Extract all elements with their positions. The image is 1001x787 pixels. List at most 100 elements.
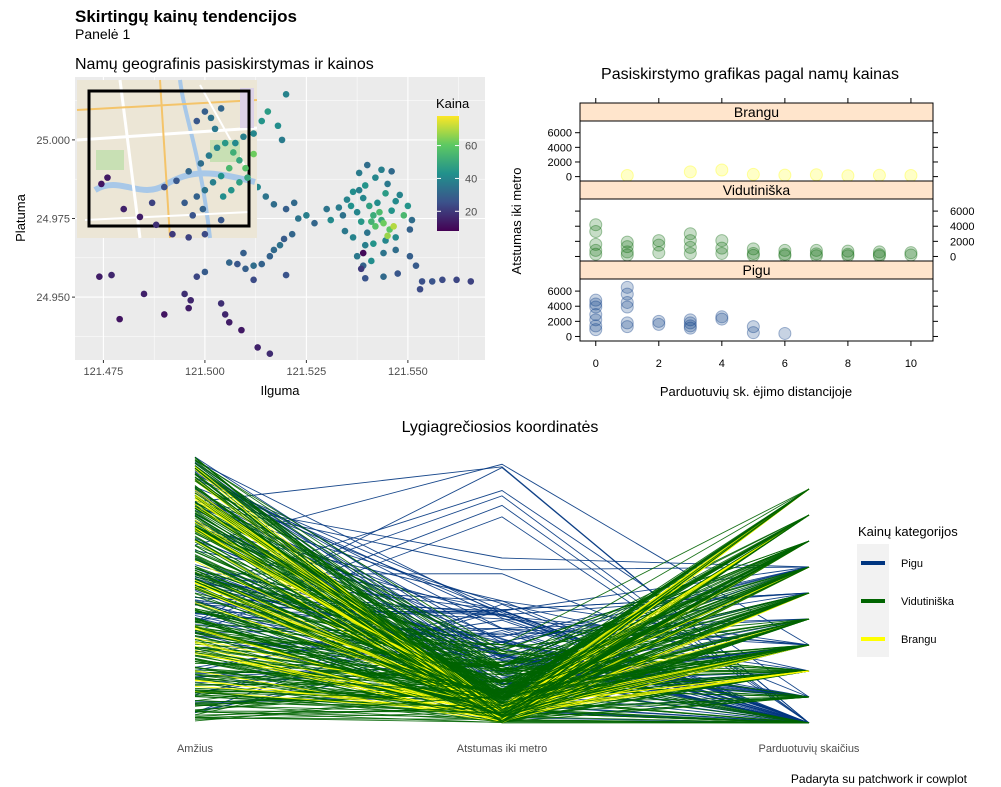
map-point [392, 197, 399, 205]
parallel-line [194, 551, 810, 686]
map-point [181, 199, 188, 207]
parallel-axis-label: Atstumas iki metro [457, 743, 547, 755]
map-point [388, 207, 395, 214]
y-tick-label: 24.975 [36, 214, 70, 226]
map-point [221, 311, 229, 318]
facet-point [620, 280, 634, 294]
map-point [276, 241, 284, 249]
facet-point [683, 234, 697, 248]
map-point [242, 164, 249, 172]
map-point [282, 90, 290, 98]
page-subtitle: Panelė 1 [75, 26, 131, 42]
facet-point [841, 247, 855, 261]
map-chart-y-ticks: 24.950 24.975 25.000 [36, 135, 75, 304]
facet-y-tick-label: 4000 [950, 221, 974, 233]
map-point [193, 117, 201, 125]
map-point [372, 223, 379, 230]
facet-x-tick-label: 6 [782, 358, 788, 370]
facet-point [809, 247, 823, 261]
map-point [349, 188, 357, 196]
parallel-line [194, 644, 810, 694]
figure-caption: Padaryta su patchwork ir cowplot [790, 772, 967, 786]
legend-item-label: Vidutiniška [901, 596, 955, 608]
facet-point [683, 165, 697, 179]
map-point [380, 219, 387, 227]
facet-point [589, 225, 603, 239]
map-point [209, 179, 217, 186]
facet-point [904, 246, 918, 260]
map-point [418, 278, 426, 285]
facet-point [872, 249, 886, 263]
map-point [366, 202, 373, 210]
map-point [361, 182, 369, 189]
facet-point [778, 247, 792, 261]
map-point [392, 234, 399, 241]
map-point [355, 186, 363, 194]
map-point [173, 177, 180, 185]
facet-point [589, 247, 603, 261]
facet-point [652, 234, 666, 248]
facet-y-tick-label: 2000 [548, 316, 572, 328]
map-point [408, 216, 416, 224]
facet-point [841, 169, 855, 183]
map-point [266, 252, 274, 260]
facet-strip-label: Brangu [734, 104, 779, 120]
facet-point [746, 242, 760, 256]
colorbar-tick-label: 40 [465, 173, 477, 185]
map-point [392, 246, 399, 254]
facet-point [589, 218, 603, 232]
map-point [189, 212, 197, 219]
map-point [250, 150, 257, 158]
parallel-line [194, 478, 810, 709]
facet-y-tick-label: 2000 [548, 157, 572, 169]
map-point [201, 186, 209, 194]
map-point [353, 252, 361, 260]
facet-point [589, 243, 603, 257]
map-chart-y-label: Platuma [13, 193, 28, 241]
facet-point [620, 169, 634, 183]
map-point [225, 164, 233, 172]
map-point [353, 208, 361, 216]
map-point [201, 108, 209, 115]
parallel-chart-lines [194, 456, 810, 724]
map-point [394, 270, 402, 277]
map-point [161, 311, 168, 318]
page-title: Skirtingų kainų tendencijos [75, 7, 297, 26]
parallel-line [194, 639, 810, 724]
map-chart-x-label: Ilguma [260, 383, 300, 398]
facet-point [620, 295, 634, 309]
map-point [327, 216, 335, 224]
parallel-chart-title: Lygiagrečiosios koordinatės [402, 419, 599, 436]
facet-point [715, 312, 729, 326]
facet-y-tick-label: 4000 [548, 301, 572, 313]
facet-point [715, 163, 729, 177]
map-point [357, 265, 365, 273]
map-point [416, 285, 424, 293]
facet-point [589, 297, 603, 311]
colorbar-ticks: 20 40 60 [437, 141, 477, 218]
parallel-line [194, 485, 810, 723]
map-point [211, 125, 219, 133]
facet-point [589, 319, 603, 333]
map-point [219, 193, 227, 200]
parallel-line [194, 662, 810, 724]
map-point [96, 273, 103, 280]
facet-x-tick-label: 0 [593, 358, 599, 370]
facet-point [715, 310, 729, 324]
map-point [382, 190, 389, 197]
y-tick-label: 24.950 [36, 292, 70, 304]
facet-x-tick-label: 10 [905, 358, 917, 370]
map-point [242, 265, 249, 273]
map-point [140, 290, 148, 298]
map-point [185, 304, 192, 312]
facet-chart-x-label: Parduotuvių sk. ėjimo distancijoje [660, 384, 852, 399]
map-point [270, 201, 278, 208]
map-point [221, 139, 229, 147]
map-point [361, 274, 369, 282]
facet-point [620, 235, 634, 249]
facet-x-tick-label: 2 [656, 358, 662, 370]
facet-point [589, 293, 603, 307]
map-chart-x-ticks: 121.475 121.500 121.525 121.550 [84, 360, 428, 378]
facet-point [872, 168, 886, 182]
